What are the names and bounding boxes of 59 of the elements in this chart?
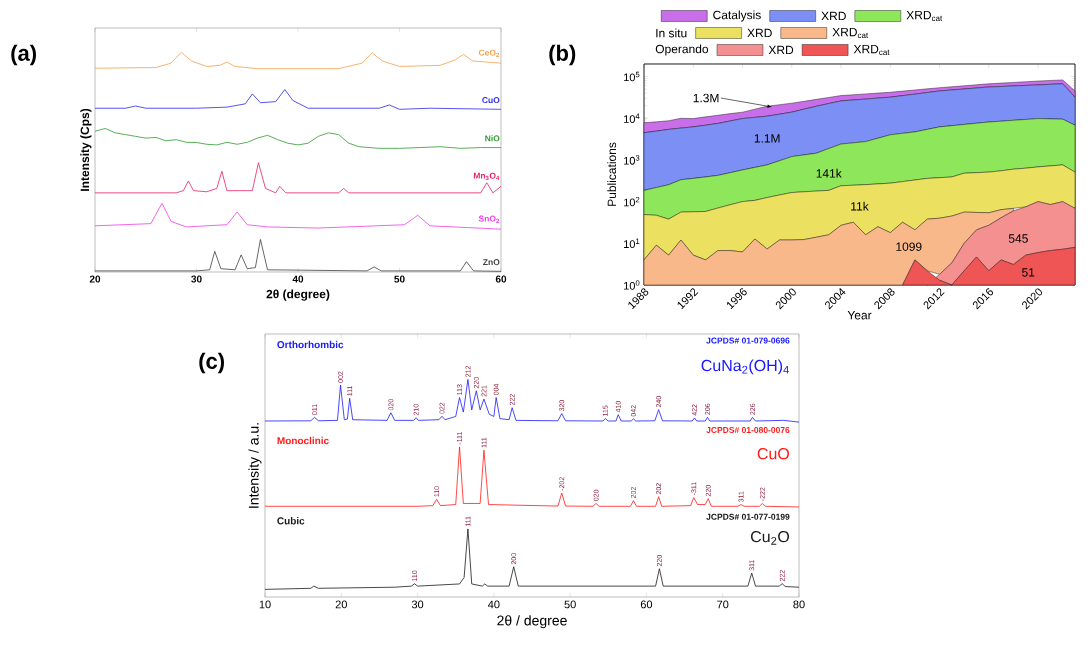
annotation: 11k <box>851 201 869 211</box>
y-tick-label: 10$^{2}$ <box>624 196 640 207</box>
series-label: Cu$_{2}$O <box>750 530 790 545</box>
series-label: Mn$_{3}$O$_{4}$ <box>473 172 500 181</box>
x-tick-label: 30 <box>411 600 424 609</box>
legend-label: XRD$_{cat}$ <box>906 10 943 22</box>
chart-title: (b) <box>549 44 576 66</box>
chart-title: (a) <box>11 44 36 66</box>
annotation: 545 <box>1008 234 1028 243</box>
y-tick-label: 10$^{3}$ <box>624 155 640 165</box>
series-label: NiO <box>485 135 500 142</box>
x-tick-label: 60 <box>495 275 507 283</box>
chart-title: (c) <box>199 352 224 374</box>
legend-label: XRD$_{cat}$ <box>832 27 869 39</box>
annotation: Monoclinic <box>277 436 329 445</box>
series-label: SnO$_{2}$ <box>478 215 500 223</box>
x-tick-label: 30 <box>191 275 202 283</box>
y-tick-label: 10$^{1}$ <box>624 238 640 248</box>
legend-label: Catalysis <box>713 10 761 22</box>
y-axis-title: Publications <box>607 142 617 206</box>
annotation: 1099 <box>896 242 922 251</box>
text: Operando <box>655 44 709 56</box>
x-tick-label: 10 <box>259 600 271 609</box>
annotation: 51 <box>1022 268 1035 277</box>
annotation: 1.3M <box>693 93 719 103</box>
x-axis-title: 2θ (degree) <box>266 289 330 301</box>
series-label: CuO <box>482 97 500 104</box>
x-tick-label: 50 <box>394 275 405 283</box>
x-tick-label: 20 <box>335 600 347 609</box>
text: In situ <box>656 28 687 38</box>
x-tick-label: 70 <box>717 600 729 609</box>
legend-label: XRD <box>768 45 794 55</box>
series-label: CeO$_{2}$ <box>478 49 500 57</box>
legend-label: XRD <box>821 11 846 21</box>
y-axis-title: Intensity (Cps) <box>80 108 92 191</box>
y-tick-label: 10$^{5}$ <box>624 71 640 82</box>
annotation: Cubic <box>277 517 305 525</box>
y-tick-label: 10$^{0}$ <box>624 280 640 290</box>
annotation: 141k <box>816 168 842 178</box>
text: CuNa$_{2}$(OH)$_{4}$ <box>701 359 789 375</box>
x-tick-label: 20 <box>89 275 101 283</box>
y-tick-label: 10$^{4}$ <box>624 113 640 123</box>
legend-label: XRD$_{cat}$ <box>853 44 890 56</box>
text: CuO <box>757 448 790 460</box>
y-axis-title: Intensity / a.u. <box>248 423 262 508</box>
x-tick-label: 50 <box>564 600 576 609</box>
annotation: JCPDS# 01-077-0199 <box>706 513 790 520</box>
annotation: 1.1M <box>754 134 780 143</box>
x-tick-label: 80 <box>793 600 805 609</box>
x-tick-label: 60 <box>640 600 653 609</box>
x-tick-label: 40 <box>488 600 500 609</box>
annotation: JCPDS# 01-080-0076 <box>706 426 790 433</box>
x-axis-title: Year <box>847 311 872 320</box>
series-label: ZnO <box>483 259 500 266</box>
x-axis-title: 2θ / degree <box>497 615 567 629</box>
text: Orthorhombic <box>277 340 344 349</box>
x-tick-label: 40 <box>292 275 304 283</box>
text: JCPDS# 01-079-0696 <box>706 337 790 344</box>
legend-label: XRD <box>747 28 772 38</box>
